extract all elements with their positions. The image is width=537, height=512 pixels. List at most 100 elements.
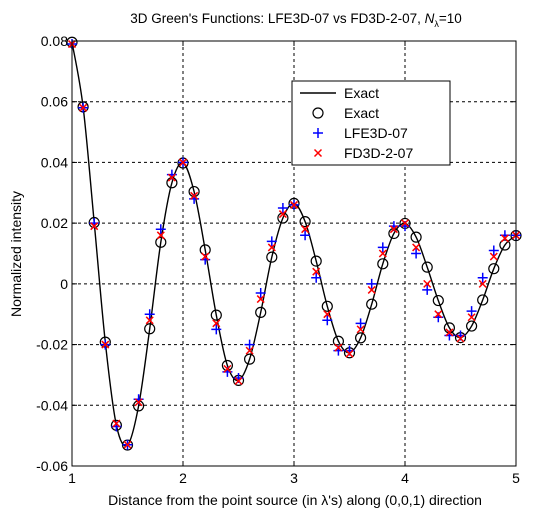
lfe3d-plus-marker bbox=[355, 318, 366, 329]
fd3d-cross-marker bbox=[134, 398, 143, 407]
exact-circle-marker bbox=[310, 255, 322, 267]
fd3d-cross-marker bbox=[234, 376, 243, 386]
fd3d-cross-marker bbox=[223, 364, 232, 373]
fd3d-cross-marker bbox=[190, 191, 199, 200]
lfe3d-plus-marker bbox=[322, 315, 333, 326]
series-4 bbox=[67, 40, 521, 449]
exact-circle-marker bbox=[410, 231, 422, 243]
lfe3d-plus-marker bbox=[466, 306, 477, 317]
fd3d-cross-marker bbox=[367, 285, 376, 294]
fd3d-cross-marker bbox=[378, 249, 387, 258]
exact-circle-marker bbox=[321, 300, 333, 312]
fd3d-cross-marker bbox=[434, 310, 443, 319]
fd3d-cross-marker bbox=[201, 252, 210, 261]
lfe3d-plus-marker bbox=[488, 245, 499, 256]
fd3d-cross-marker bbox=[267, 243, 276, 252]
fd3d-cross-marker bbox=[356, 325, 365, 334]
exact-circle-marker bbox=[477, 294, 489, 306]
legend-marker-swatch bbox=[313, 128, 323, 138]
lfe3d-plus-marker bbox=[244, 339, 255, 350]
fd3d-cross-marker bbox=[256, 295, 265, 304]
exact-circle-marker bbox=[144, 323, 156, 335]
fd3d-cross-marker bbox=[101, 340, 110, 349]
legend-marker-swatch bbox=[313, 148, 323, 158]
fd3d-cross-marker bbox=[323, 310, 332, 319]
fd3d-cross-marker bbox=[389, 225, 398, 234]
chart-title: 3D Green's Functions: LFE3D-07 vs FD3D-2… bbox=[130, 11, 462, 29]
exact-circle-marker bbox=[466, 320, 478, 332]
y-tick-label: 0.02 bbox=[41, 215, 68, 231]
plot-series bbox=[66, 36, 522, 451]
x-tick-label: 1 bbox=[68, 470, 76, 486]
fd3d-cross-marker bbox=[178, 158, 188, 167]
fd3d-cross-marker bbox=[90, 222, 99, 231]
x-tick-label: 5 bbox=[512, 470, 520, 486]
lfe3d-plus-marker bbox=[255, 287, 266, 298]
exact-circle-marker bbox=[210, 309, 222, 321]
lfe3d-plus-marker bbox=[477, 272, 488, 283]
lfe3d-plus-marker bbox=[422, 284, 433, 295]
y-tick-label: -0.02 bbox=[36, 337, 68, 353]
legend-label: LFE3D-07 bbox=[344, 125, 408, 141]
lfe3d-plus-marker bbox=[366, 278, 377, 289]
fd3d-cross-marker bbox=[167, 173, 176, 182]
legend-box bbox=[291, 80, 451, 166]
fd3d-cross-marker bbox=[345, 349, 354, 358]
exact-circle-marker bbox=[432, 294, 444, 307]
exact-circle-marker bbox=[255, 306, 267, 318]
lfe3d-plus-marker bbox=[144, 309, 155, 320]
fd3d-cross-marker bbox=[334, 343, 343, 352]
exact-circle-marker bbox=[266, 251, 278, 263]
lfe3d-plus-marker bbox=[311, 272, 322, 283]
y-tick-label: 0 bbox=[60, 276, 68, 292]
fd3d-cross-marker bbox=[489, 252, 498, 261]
exact-circle-marker bbox=[155, 236, 167, 248]
legend-label: Exact bbox=[344, 105, 379, 121]
exact-circle-marker bbox=[377, 258, 389, 270]
lfe3d-plus-marker bbox=[377, 242, 388, 253]
fd3d-cross-marker bbox=[212, 319, 221, 328]
exact-circle-marker bbox=[244, 353, 256, 365]
fd3d-cross-marker bbox=[301, 225, 310, 234]
fd3d-cross-marker bbox=[112, 419, 121, 428]
exact-circle-marker bbox=[355, 332, 367, 344]
fd3d-cross-marker bbox=[478, 279, 487, 288]
y-tick-label: 0.04 bbox=[41, 154, 68, 170]
x-axis-label: Distance from the point source (in λ's) … bbox=[108, 492, 482, 508]
exact-circle-marker bbox=[421, 261, 433, 273]
fd3d-cross-marker bbox=[289, 200, 299, 209]
exact-circle-marker bbox=[299, 216, 311, 228]
axis-ticks: 1 2 3 4 5 -0.06 -0.04 -0.02 0 0.02 0.04 0.06 0.08 bbox=[36, 33, 520, 486]
lfe3d-plus-marker bbox=[266, 236, 277, 247]
lfe3d-plus-marker bbox=[277, 202, 288, 213]
fd3d-cross-marker bbox=[400, 219, 410, 228]
fd3d-cross-marker bbox=[79, 103, 88, 112]
lfe3d-plus-marker bbox=[211, 324, 222, 335]
x-tick-label: 2 bbox=[179, 470, 187, 486]
y-tick-label: -0.04 bbox=[36, 397, 68, 413]
legend: Exact Exact LFE3D-07 FD3D-2-07 bbox=[291, 80, 451, 166]
y-axis-label: Normalized intensity bbox=[8, 191, 24, 317]
fd3d-cross-marker bbox=[445, 328, 454, 337]
fd3d-cross-marker bbox=[123, 440, 132, 449]
legend-marker-swatch bbox=[312, 107, 324, 119]
legend-label: Exact bbox=[344, 85, 379, 101]
fd3d-cross-marker bbox=[500, 234, 509, 243]
y-tick-label: 0.08 bbox=[41, 33, 68, 49]
fd3d-cross-marker bbox=[456, 334, 465, 343]
fd3d-cross-marker bbox=[312, 267, 321, 276]
x-tick-label: 3 bbox=[290, 470, 298, 486]
exact-circle-marker bbox=[488, 263, 500, 275]
fd3d-cross-marker bbox=[145, 316, 154, 325]
fd3d-cross-marker bbox=[245, 346, 254, 355]
lfe3d-plus-marker bbox=[411, 248, 422, 259]
fd3d-cross-marker bbox=[156, 231, 165, 240]
lfe3d-plus-marker bbox=[300, 230, 311, 241]
x-tick-label: 4 bbox=[401, 470, 409, 486]
y-tick-label: 0.06 bbox=[41, 94, 68, 110]
fd3d-cross-marker bbox=[278, 210, 287, 219]
legend-label: FD3D-2-07 bbox=[344, 145, 413, 161]
fd3d-cross-marker bbox=[467, 313, 476, 322]
